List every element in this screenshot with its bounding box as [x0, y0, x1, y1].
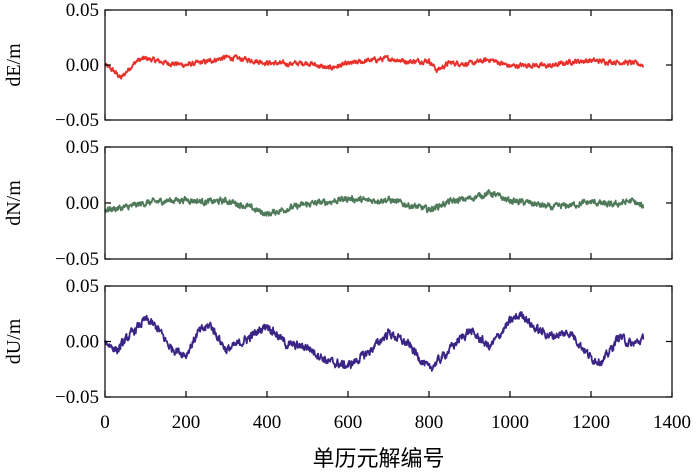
series-line-dE — [104, 54, 645, 80]
y-tick-label-dE-2: 0.05 — [66, 0, 99, 21]
x-tick-label-6: 1200 — [572, 412, 610, 433]
series-line-dN — [104, 189, 645, 217]
y-tick-label-dN-1: 0.00 — [66, 193, 99, 214]
y-tick-label-dN-0: −0.05 — [55, 249, 99, 270]
y-axis-label-dU: dU/m — [3, 318, 25, 364]
y-tick-label-dU-1: 0.00 — [66, 332, 99, 353]
y-axis-label-dN: dN/m — [3, 180, 25, 226]
x-axis-label: 单历元解编号 — [312, 447, 444, 472]
plot-frame-dU — [104, 285, 673, 398]
x-tick-label-7: 1400 — [653, 412, 691, 433]
x-tick-label-2: 400 — [253, 412, 282, 433]
y-axis-label-dE: dE/m — [3, 43, 25, 87]
x-tick-label-0: 0 — [100, 412, 110, 433]
x-tick-label-5: 1000 — [491, 412, 529, 433]
x-tick-label-3: 600 — [334, 412, 363, 433]
y-tick-label-dU-2: 0.05 — [66, 276, 99, 297]
y-tick-label-dN-2: 0.05 — [66, 137, 99, 158]
y-tick-label-dE-0: −0.05 — [55, 110, 99, 131]
series-line-dU — [104, 311, 645, 372]
y-tick-label-dU-0: −0.05 — [55, 387, 99, 408]
x-tick-label-4: 800 — [415, 412, 444, 433]
y-tick-label-dE-1: 0.00 — [66, 55, 99, 76]
x-tick-label-1: 200 — [172, 412, 201, 433]
